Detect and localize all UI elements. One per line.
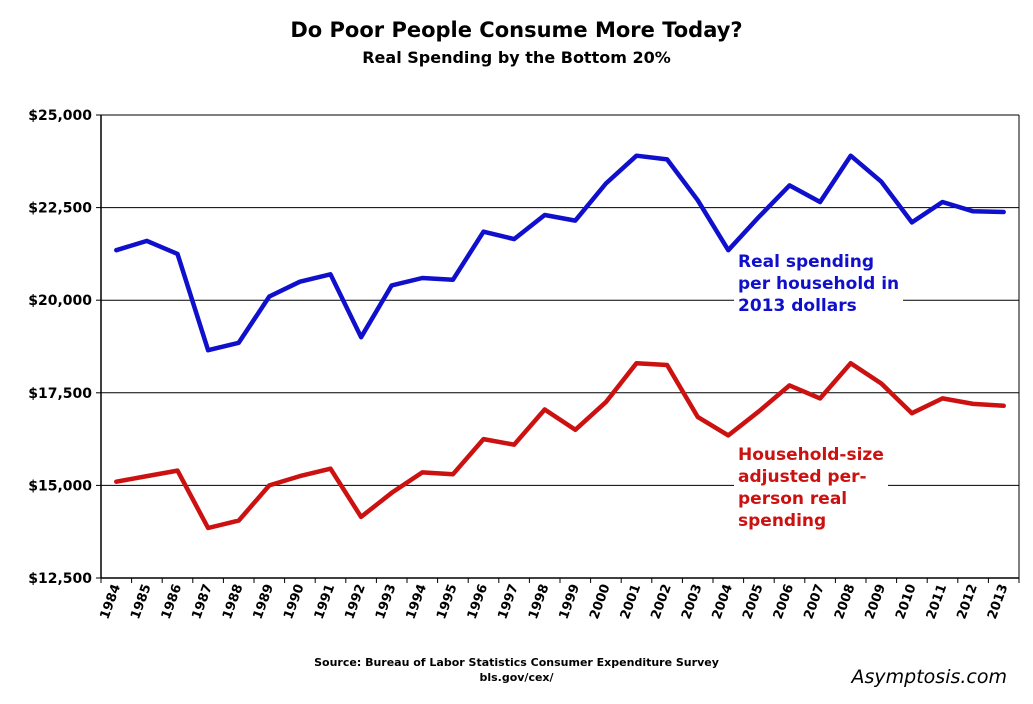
x-tick-label: 1985 <box>128 582 154 621</box>
x-tick-label: 1992 <box>342 582 368 621</box>
x-tick-label: 2010 <box>893 582 919 621</box>
y-tick-label: $17,500 <box>28 386 92 402</box>
per-person-label-line: spending <box>738 511 827 531</box>
x-tick-label: 2001 <box>618 582 644 621</box>
x-tick-label: 2002 <box>648 582 674 621</box>
x-tick-label: 1999 <box>557 582 583 621</box>
per-person-label-line: adjusted per- <box>738 467 867 487</box>
x-tick-label: 2012 <box>954 582 980 621</box>
household-spending-line <box>114 153 1006 353</box>
x-tick-label: 2000 <box>587 582 613 621</box>
x-tick-label: 1995 <box>434 582 460 621</box>
x-tick-label: 2011 <box>924 582 950 621</box>
chart-subtitle: Real Spending by the Bottom 20% <box>362 48 671 67</box>
per-person-label-line: person real <box>738 489 848 509</box>
source-line: Source: Bureau of Labor Statistics Consu… <box>314 656 719 669</box>
x-tick-label: 2013 <box>985 582 1011 621</box>
site-brand: Asymptosis.com <box>851 666 1007 688</box>
x-tick-label: 1988 <box>220 582 246 621</box>
per-person-label-line: Household-size <box>738 445 884 465</box>
y-tick-label: $22,500 <box>28 201 92 217</box>
x-tick-label: 1990 <box>281 582 307 621</box>
x-tick-label: 1996 <box>465 582 491 621</box>
x-tick-label: 1998 <box>526 582 552 621</box>
x-tick-label: 2006 <box>771 582 797 621</box>
x-tick-label: 2003 <box>679 582 705 621</box>
household-series-label: Real spending per household in 2013 doll… <box>734 251 904 317</box>
y-tick-label: $20,000 <box>28 293 92 309</box>
x-tick-label: 1997 <box>495 582 521 621</box>
x-tick-label: 2008 <box>832 582 858 621</box>
x-tick-label: 2009 <box>863 582 889 621</box>
x-tick-label: 2005 <box>740 582 766 621</box>
y-tick-label: $15,000 <box>28 478 92 494</box>
household-label-line: Real spending <box>738 252 875 272</box>
x-tick-label: 1989 <box>251 582 277 621</box>
y-tick-label: $25,000 <box>28 108 92 124</box>
source-url: bls.gov/cex/ <box>479 671 554 684</box>
household-label-line: 2013 dollars <box>738 296 857 316</box>
x-tick-label: 2004 <box>710 582 736 621</box>
per-person-spending-line <box>114 360 1006 531</box>
household-label-line: per household in <box>738 274 900 294</box>
x-tick-label: 1994 <box>404 582 430 621</box>
x-tick-label: 1984 <box>98 582 124 621</box>
chart-title: Do Poor People Consume More Today? <box>290 18 743 42</box>
per-person-series-label: Household-size adjusted per- person real… <box>734 444 888 532</box>
x-tick-label: 1991 <box>312 582 338 621</box>
y-tick-label: $12,500 <box>28 571 92 587</box>
source-note: Source: Bureau of Labor Statistics Consu… <box>0 655 1033 685</box>
x-tick-label: 1986 <box>159 582 185 621</box>
x-tick-label: 1993 <box>373 582 399 621</box>
x-tick-label: 2007 <box>801 582 827 621</box>
x-tick-label: 1987 <box>189 582 215 621</box>
